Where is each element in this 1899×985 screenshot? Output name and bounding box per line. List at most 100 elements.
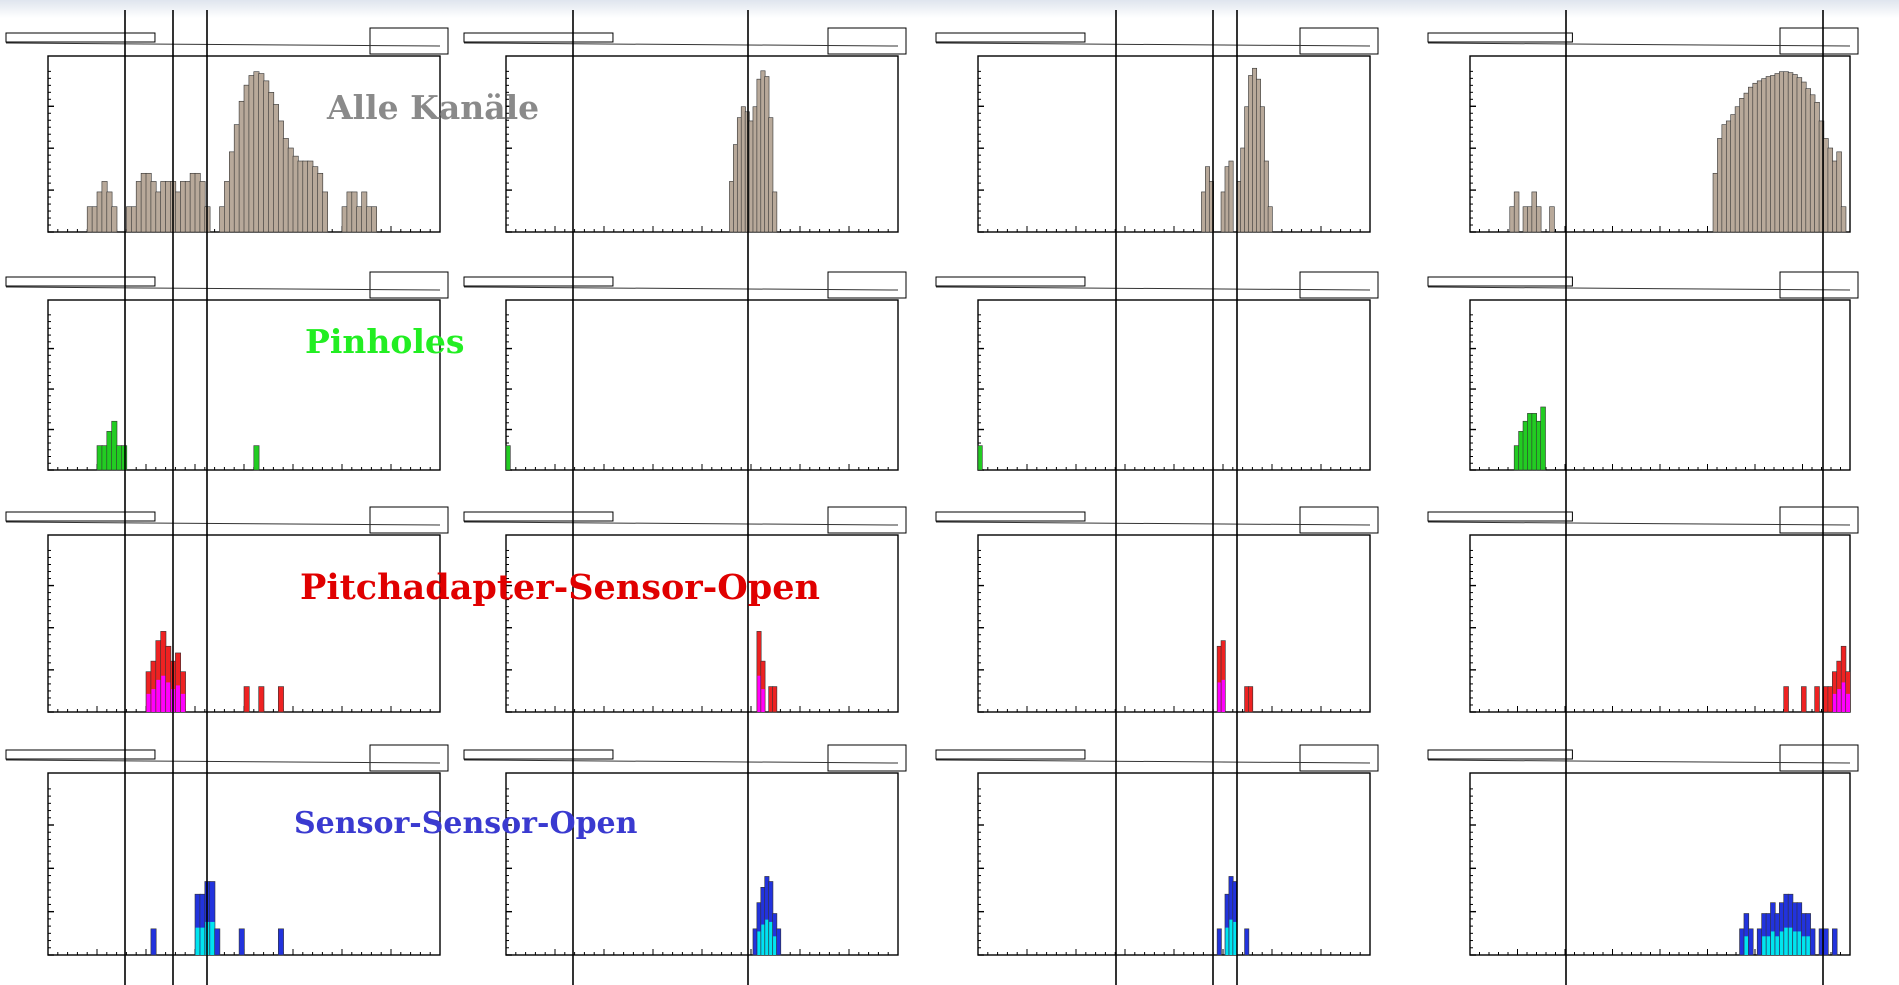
hist-header-rule bbox=[5, 521, 441, 526]
hist-bar-inner bbox=[1233, 921, 1237, 955]
hist-bar bbox=[1774, 73, 1781, 233]
hist-bar bbox=[263, 80, 270, 233]
hist-stats-box bbox=[1299, 744, 1379, 772]
hist-bar bbox=[346, 191, 353, 233]
hist-bar bbox=[155, 191, 162, 233]
hist-frame bbox=[977, 534, 1371, 713]
hist-bar-inner bbox=[1832, 693, 1837, 712]
hist-stats-box bbox=[827, 271, 907, 299]
hist-bar bbox=[1796, 77, 1803, 233]
hist-bar bbox=[1814, 101, 1820, 233]
hist-bar bbox=[111, 420, 118, 471]
hist-bar bbox=[126, 206, 133, 233]
hist-title-box bbox=[935, 32, 1086, 43]
hist-bar bbox=[772, 686, 778, 713]
hist-frame bbox=[505, 299, 899, 471]
hist-bar bbox=[1739, 98, 1745, 233]
hist-bar bbox=[238, 928, 245, 956]
hist-stats-box bbox=[1779, 744, 1859, 772]
hist-frame bbox=[977, 55, 1371, 233]
hist-bar bbox=[160, 181, 167, 233]
hist-bar bbox=[199, 181, 206, 233]
hist-bar bbox=[1805, 88, 1811, 233]
hist-bar bbox=[194, 172, 201, 233]
hist-frame bbox=[977, 299, 1371, 471]
hist-stats-box bbox=[369, 506, 449, 534]
hist-bar-inner bbox=[1788, 927, 1793, 955]
hist-bar-inner bbox=[757, 675, 761, 712]
hist-bar-inner bbox=[757, 931, 761, 955]
hist-bar bbox=[150, 181, 157, 233]
hist-header-rule bbox=[5, 286, 441, 291]
hist-title-box bbox=[463, 511, 614, 522]
hist-bar bbox=[1827, 147, 1834, 233]
hist-bar-inner bbox=[161, 675, 166, 712]
hist-bar bbox=[1739, 928, 1745, 956]
hist-bar bbox=[1228, 160, 1234, 233]
hist-bar bbox=[238, 100, 245, 233]
hist-bar-inner bbox=[1217, 682, 1222, 712]
hist-bar bbox=[1748, 86, 1754, 233]
hist-bar bbox=[121, 445, 128, 471]
hist-bar-inner bbox=[1779, 931, 1784, 955]
hist-bar bbox=[1263, 160, 1269, 233]
hist-bar bbox=[233, 124, 240, 233]
hist-bar-inner bbox=[1221, 679, 1225, 712]
hist-bar bbox=[297, 160, 304, 233]
hist-title-box bbox=[1427, 749, 1573, 760]
hist-bar bbox=[1801, 686, 1807, 713]
hist-frame bbox=[1469, 534, 1851, 713]
hist-bar bbox=[1717, 138, 1723, 233]
hist-header-rule bbox=[5, 759, 441, 764]
hist-bar-inner bbox=[210, 921, 215, 955]
hist-title-box bbox=[1427, 276, 1573, 287]
hist-bar-inner bbox=[175, 685, 181, 712]
hist-bar bbox=[229, 151, 235, 233]
hist-bar bbox=[312, 166, 319, 233]
hist-bar bbox=[1513, 191, 1520, 233]
hist-bar-inner bbox=[180, 693, 186, 712]
hist-bar bbox=[214, 928, 221, 956]
hist-header-rule bbox=[463, 759, 899, 764]
hist-bar bbox=[1756, 80, 1763, 233]
hist-header-rule bbox=[935, 759, 1371, 764]
hist-stats-box bbox=[1299, 271, 1379, 299]
hist-bar bbox=[248, 75, 255, 233]
hist-stats-box bbox=[1779, 506, 1859, 534]
hist-bar bbox=[135, 181, 142, 233]
hist-bar bbox=[175, 191, 181, 233]
hist-title-box bbox=[5, 749, 156, 760]
label-pitchadapter-sensor-open: Pitchadapter-Sensor-Open bbox=[300, 567, 820, 608]
hist-bar-inner bbox=[761, 689, 765, 712]
hist-bar bbox=[96, 191, 103, 233]
hist-bar bbox=[341, 206, 348, 233]
hist-bar bbox=[1801, 81, 1807, 233]
hist-title-box bbox=[5, 511, 156, 522]
hist-bar-inner bbox=[769, 921, 773, 955]
hist-bar bbox=[1540, 406, 1546, 471]
hist-bar bbox=[1522, 206, 1529, 233]
hist-bar bbox=[1752, 82, 1758, 233]
hist-frame bbox=[47, 534, 441, 713]
hist-stats-box bbox=[827, 506, 907, 534]
hist-bar bbox=[253, 445, 260, 471]
hist-bar bbox=[140, 172, 147, 233]
hist-header-rule bbox=[935, 42, 1371, 47]
hist-title-box bbox=[463, 276, 614, 287]
hist-bar bbox=[1509, 206, 1515, 233]
hist-bar-inner bbox=[166, 682, 171, 712]
hist-bar bbox=[150, 928, 157, 956]
hist-bar bbox=[1832, 160, 1838, 233]
hist-bar-inner bbox=[200, 927, 205, 955]
hist-bar bbox=[1535, 420, 1542, 471]
hist-header-rule bbox=[463, 521, 899, 526]
hist-bar bbox=[180, 181, 186, 233]
hist-bar bbox=[768, 117, 774, 233]
hist-bar bbox=[1730, 114, 1736, 233]
hist-bar bbox=[302, 160, 309, 233]
hist-bar bbox=[1531, 413, 1537, 471]
hist-bar bbox=[505, 445, 511, 471]
hist-bar bbox=[189, 172, 196, 233]
hist-bar-inner bbox=[765, 919, 769, 955]
hist-bar bbox=[1248, 686, 1254, 713]
